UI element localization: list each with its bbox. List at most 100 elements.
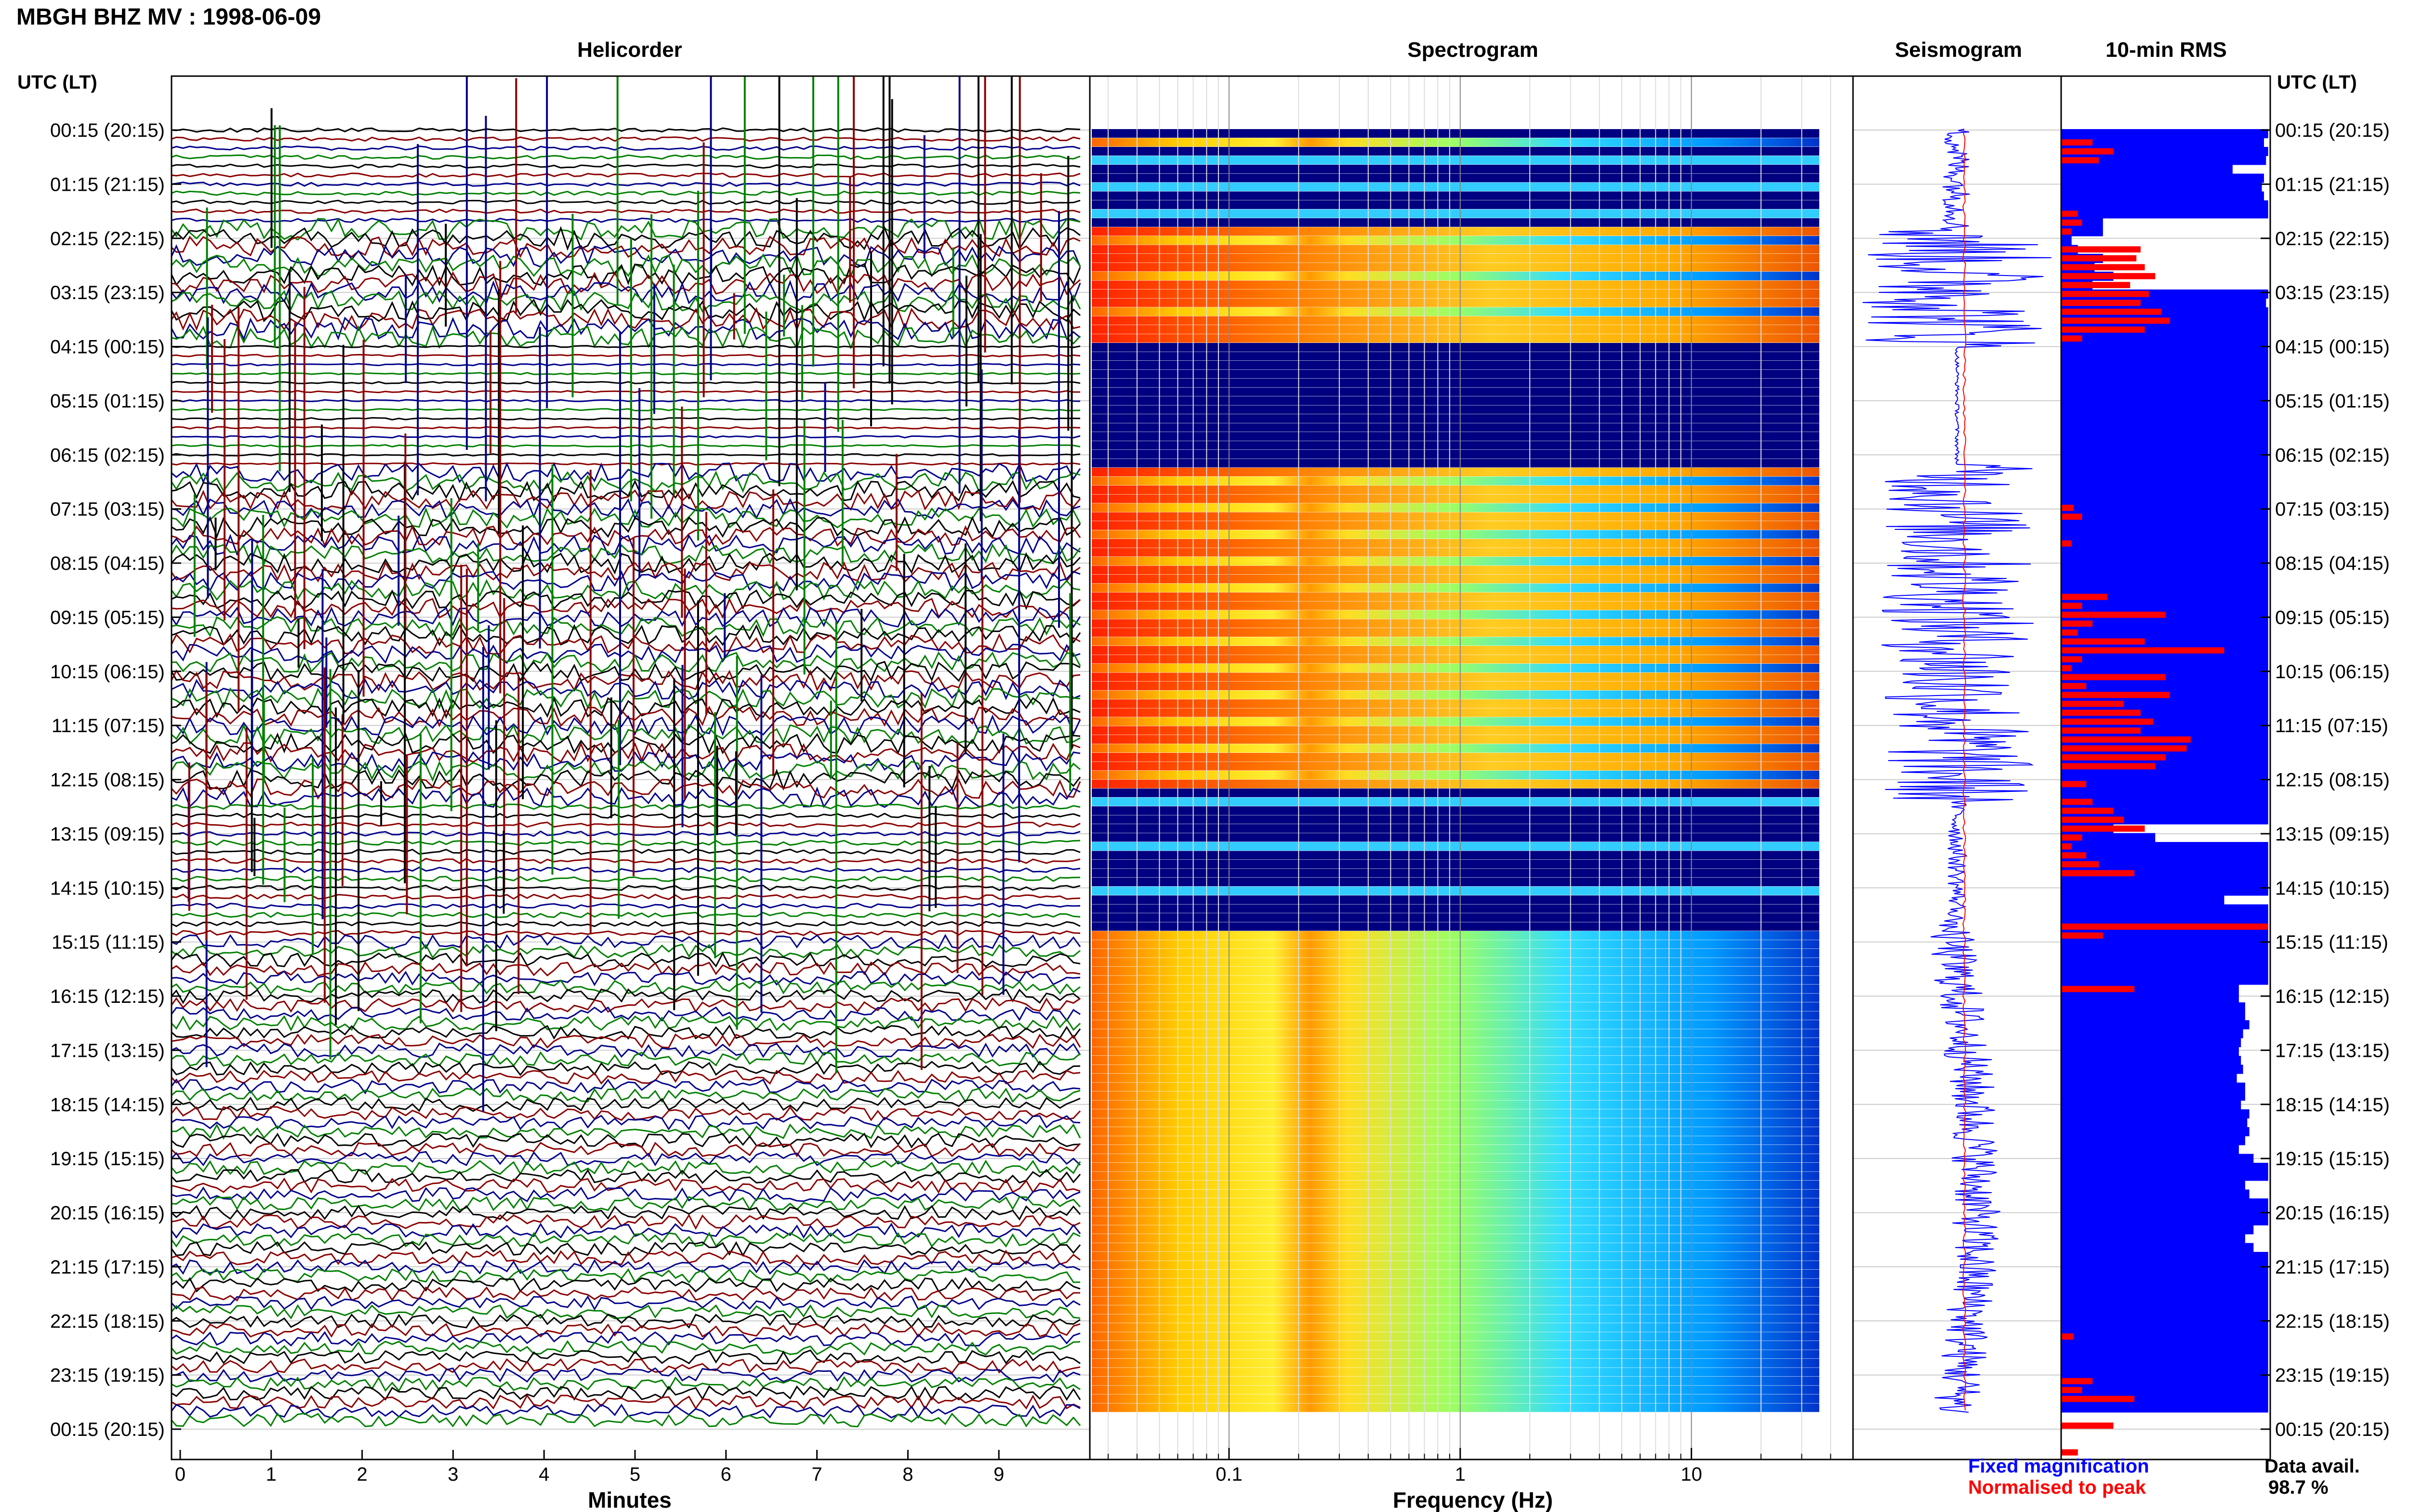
spectrogram-row <box>1092 1314 1819 1323</box>
helicorder-trace <box>171 633 1081 655</box>
spectrogram-row <box>1092 236 1819 245</box>
spectrogram-row <box>1092 565 1819 575</box>
helicorder-trace <box>171 453 1081 457</box>
helicorder-trace <box>171 209 1081 214</box>
rms-bar-fixed <box>2061 450 2268 459</box>
rms-bar-normalised <box>2061 807 2114 814</box>
spectrogram-row <box>1092 1252 1819 1261</box>
spectrogram-row <box>1092 334 1819 343</box>
spectrogram-row <box>1092 779 1819 789</box>
helicorder-trace <box>171 127 1081 133</box>
helicorder-trace <box>171 154 1081 160</box>
spectrogram-row <box>1092 1403 1819 1412</box>
rms-bar-normalised <box>2061 700 2124 707</box>
helicorder-trace <box>171 1205 1081 1221</box>
helicorder-trace <box>171 723 1081 746</box>
spectrogram-row <box>1092 289 1819 298</box>
helicorder-trace <box>171 1213 1081 1230</box>
helicorder-trace <box>171 217 1081 242</box>
rms-bar-normalised <box>2061 603 2082 609</box>
rms-bar-fixed <box>2061 521 2268 530</box>
helicorder-trace <box>172 408 1081 412</box>
rms-bar-fixed <box>2061 557 2268 566</box>
rms-bar-fixed <box>2061 173 2264 183</box>
helicorder-trace <box>171 687 1081 710</box>
time-label-left: 16:15 (12:15) <box>50 986 165 1007</box>
rms-bar-fixed <box>2061 1296 2268 1306</box>
rms-bar-normalised <box>2061 763 2156 770</box>
spectrogram-row <box>1092 173 1819 183</box>
spectrogram-row <box>1092 1243 1819 1252</box>
helicorder-trace <box>171 867 1081 873</box>
helicorder-trace <box>171 145 1081 151</box>
helicorder-trace <box>171 786 1081 809</box>
spectrogram-row <box>1092 1100 1819 1109</box>
rms-bar-fixed <box>2061 878 2268 887</box>
spectrogram-row <box>1092 156 1819 165</box>
helicorder-trace <box>171 1268 1081 1284</box>
rms-bar-fixed <box>2061 423 2268 433</box>
spectrogram-row <box>1092 369 1819 379</box>
time-label-left: 07:15 (03:15) <box>50 499 165 520</box>
spectrogram-xtick-label: 10 <box>1681 1464 1702 1485</box>
rms-bar-fixed <box>2061 1082 2245 1092</box>
rms-bar-fixed <box>2061 904 2268 914</box>
rms-bar-normalised <box>2061 148 2114 155</box>
spectrogram-row <box>1092 263 1819 272</box>
helicorder-trace <box>171 839 1081 846</box>
rms-bar-fixed <box>2061 1118 2248 1128</box>
rms-bar-normalised <box>2061 852 2087 859</box>
rms-bar-fixed <box>2061 575 2268 584</box>
rms-bar-normalised <box>2061 210 2078 217</box>
spectrogram-row <box>1092 1198 1819 1207</box>
rms-bar-normalised <box>2061 799 2093 805</box>
time-label-left: 11:15 (07:15) <box>52 715 165 736</box>
spectrogram-row <box>1092 405 1819 414</box>
rms-bar-fixed <box>2061 1198 2268 1208</box>
rms-bar-normalised <box>2061 611 2166 618</box>
rms-bar-fixed <box>2061 913 2268 922</box>
time-label-right: 01:15 (21:15) <box>2275 174 2390 195</box>
rms-bar-fixed <box>2061 441 2268 450</box>
helicorder-trace <box>171 290 1081 314</box>
rms-bar-fixed <box>2061 539 2268 548</box>
rms-bar-fixed <box>2061 183 2262 192</box>
rms-bar-fixed <box>2061 530 2268 539</box>
helicorder-title: Helicorder <box>577 38 682 62</box>
helicorder-trace <box>171 1196 1081 1211</box>
spectrogram-row <box>1092 682 1819 690</box>
time-label-right: 21:15 (17:15) <box>2275 1257 2390 1278</box>
spectrogram-row <box>1092 316 1819 325</box>
rms-bar-fixed <box>2061 628 2268 637</box>
rms-bar-fixed <box>2061 1207 2268 1217</box>
rms-bar-normalised <box>2061 1378 2093 1384</box>
rms-bar-fixed <box>2061 1065 2243 1074</box>
spectrogram-row <box>1092 851 1819 860</box>
time-label-left: 22:15 (18:15) <box>50 1311 165 1332</box>
rms-bar-normalised <box>2061 139 2093 146</box>
rms-bar-fixed <box>2061 548 2268 557</box>
helicorder-trace <box>171 588 1081 610</box>
helicorder-trace <box>171 1358 1081 1374</box>
spectrogram-row <box>1092 699 1819 708</box>
time-label-left: 02:15 (22:15) <box>50 228 165 250</box>
time-label-right: 22:15 (18:15) <box>2275 1311 2390 1332</box>
rms-bar-normalised <box>2061 825 2145 832</box>
rms-bar-normalised <box>2061 674 2166 681</box>
rms-bar-fixed <box>2061 512 2268 522</box>
spectrogram-row <box>1092 1082 1819 1091</box>
rms-bar-fixed <box>2061 191 2264 201</box>
rms-bar-normalised <box>2061 816 2124 823</box>
spectrogram-row <box>1092 379 1819 387</box>
time-label-left: 00:15 (20:15) <box>50 120 165 141</box>
seismogram-normalised-trace <box>1962 129 1967 1411</box>
time-label-left: 01:15 (21:15) <box>50 174 165 195</box>
spectrogram-row <box>1092 762 1819 771</box>
time-label-right: 13:15 (09:15) <box>2275 824 2390 845</box>
rms-bar-normalised <box>2061 620 2093 627</box>
helicorder-trace <box>171 651 1081 673</box>
spectrogram-row <box>1092 744 1819 753</box>
seismogram-title: Seismogram <box>1895 38 2022 62</box>
spectrogram-row <box>1092 183 1819 191</box>
helicorder-trace <box>171 821 1081 828</box>
